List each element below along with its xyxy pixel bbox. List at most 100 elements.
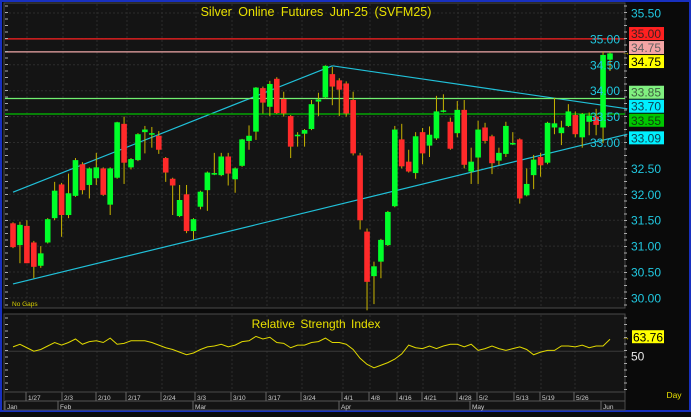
price-tick-label: 33.50 (590, 110, 620, 124)
week-label: 3/24 (303, 395, 316, 402)
rsi-arrow-icon: → (622, 333, 630, 342)
candle-down (364, 231, 370, 282)
month-label: Jan (7, 404, 18, 411)
candle-down (447, 121, 454, 149)
candle-down (225, 156, 231, 174)
chart-title: Silver Online Futures Jun-25 (SVFM25) (201, 5, 432, 19)
candle-up (607, 53, 613, 60)
price-axis[interactable]: 35.50 35.00 34.50 34.00 33.50 33.00 32.50 32.00… (5, 5, 664, 390)
candle-up (239, 139, 245, 166)
candle-down (482, 127, 488, 141)
candle-up (426, 134, 433, 146)
trendline (332, 65, 628, 110)
candle-down (31, 242, 37, 267)
rsi-panel[interactable] (3, 313, 626, 393)
candle-down (329, 74, 336, 87)
candle-up (232, 168, 238, 180)
candle-down (183, 194, 190, 232)
candle-up (142, 129, 148, 133)
week-label: 5/26 (576, 395, 589, 402)
candle-down (58, 184, 65, 216)
level-label-bg (629, 41, 664, 55)
candle-up (308, 104, 315, 130)
week-label: 1/27 (28, 395, 41, 402)
candle-up (412, 136, 419, 174)
rsi-line (12, 335, 611, 369)
candle-up (114, 122, 120, 178)
candle-down (280, 98, 287, 114)
price-tick-label: 31.00 (631, 240, 661, 254)
candle-up (468, 161, 474, 172)
price-tick-label: 31.50 (631, 214, 661, 228)
candle-down (336, 80, 343, 90)
rsi-value-label: 63.76 (633, 331, 663, 345)
candle-up (218, 156, 225, 176)
month-label: Mar (195, 404, 207, 411)
week-label: 4/21 (424, 395, 437, 402)
level-label-bg (629, 113, 664, 127)
week-label: 3/3 (197, 395, 206, 402)
candle-up (190, 219, 197, 232)
price-tick-label: 30.50 (631, 266, 661, 280)
candle-up (510, 143, 516, 145)
candle-up (440, 110, 447, 112)
candle-up (586, 115, 592, 122)
candle-up (294, 134, 301, 137)
price-tick-label: 34.50 (590, 58, 620, 72)
candle-up (392, 129, 398, 207)
candle-down (461, 109, 468, 165)
rsi-series (12, 335, 611, 369)
price-tick-label: 33.00 (590, 136, 620, 150)
candle-up (475, 129, 481, 158)
candle-up (551, 123, 558, 128)
price-marker-label: 33.70 (631, 100, 661, 114)
candle-up (378, 239, 384, 262)
candle-up (176, 199, 183, 217)
candle-up (135, 134, 141, 161)
candle-up (51, 190, 58, 219)
candle-up (600, 54, 606, 128)
no-gaps-note: No Gaps (12, 301, 38, 308)
candle-up (149, 133, 155, 135)
week-label: 3/17 (268, 395, 281, 402)
week-label: 4/16 (399, 395, 412, 402)
candle-up (253, 87, 259, 132)
candle-up (267, 83, 273, 107)
candle-down (121, 123, 127, 163)
candle-up (197, 191, 204, 207)
candle-up (107, 168, 113, 205)
candle-down (155, 135, 162, 150)
candle-up (579, 114, 586, 138)
candle-down (273, 78, 280, 113)
price-tick-label: 32.50 (631, 162, 661, 176)
candle-up (322, 65, 329, 98)
candle-down (537, 157, 544, 166)
interval-label[interactable]: Day (666, 390, 682, 400)
candle-up (93, 167, 100, 179)
candle-up (530, 159, 537, 176)
week-label: 4/8 (371, 395, 380, 402)
price-marker-label-bg (629, 55, 664, 69)
candle-up (523, 183, 530, 196)
price-tick-label: 35.50 (631, 7, 661, 21)
candle-down (405, 161, 412, 172)
price-tick-label: 32.00 (631, 188, 661, 202)
candle-up (315, 99, 322, 102)
candle-up (558, 127, 565, 134)
week-label: 5/13 (516, 395, 529, 402)
horizontal-lines[interactable]: → (5, 38, 630, 115)
level-label: 33.85 (631, 86, 661, 100)
candle-up (565, 111, 572, 126)
week-label: 4/1 (344, 395, 353, 402)
candle-down (489, 136, 495, 164)
last-price-arrow-icon: → (622, 48, 630, 57)
rsi-title: Relative Strength Index (252, 317, 381, 331)
level-label: 33.55 (631, 114, 661, 128)
price-tick-label: 34.00 (590, 84, 620, 98)
candles (10, 51, 613, 311)
level-label-bg (629, 85, 664, 99)
candle-up (86, 168, 93, 185)
price-marker-label: 34.75 (631, 55, 661, 69)
candle-up (17, 224, 23, 246)
